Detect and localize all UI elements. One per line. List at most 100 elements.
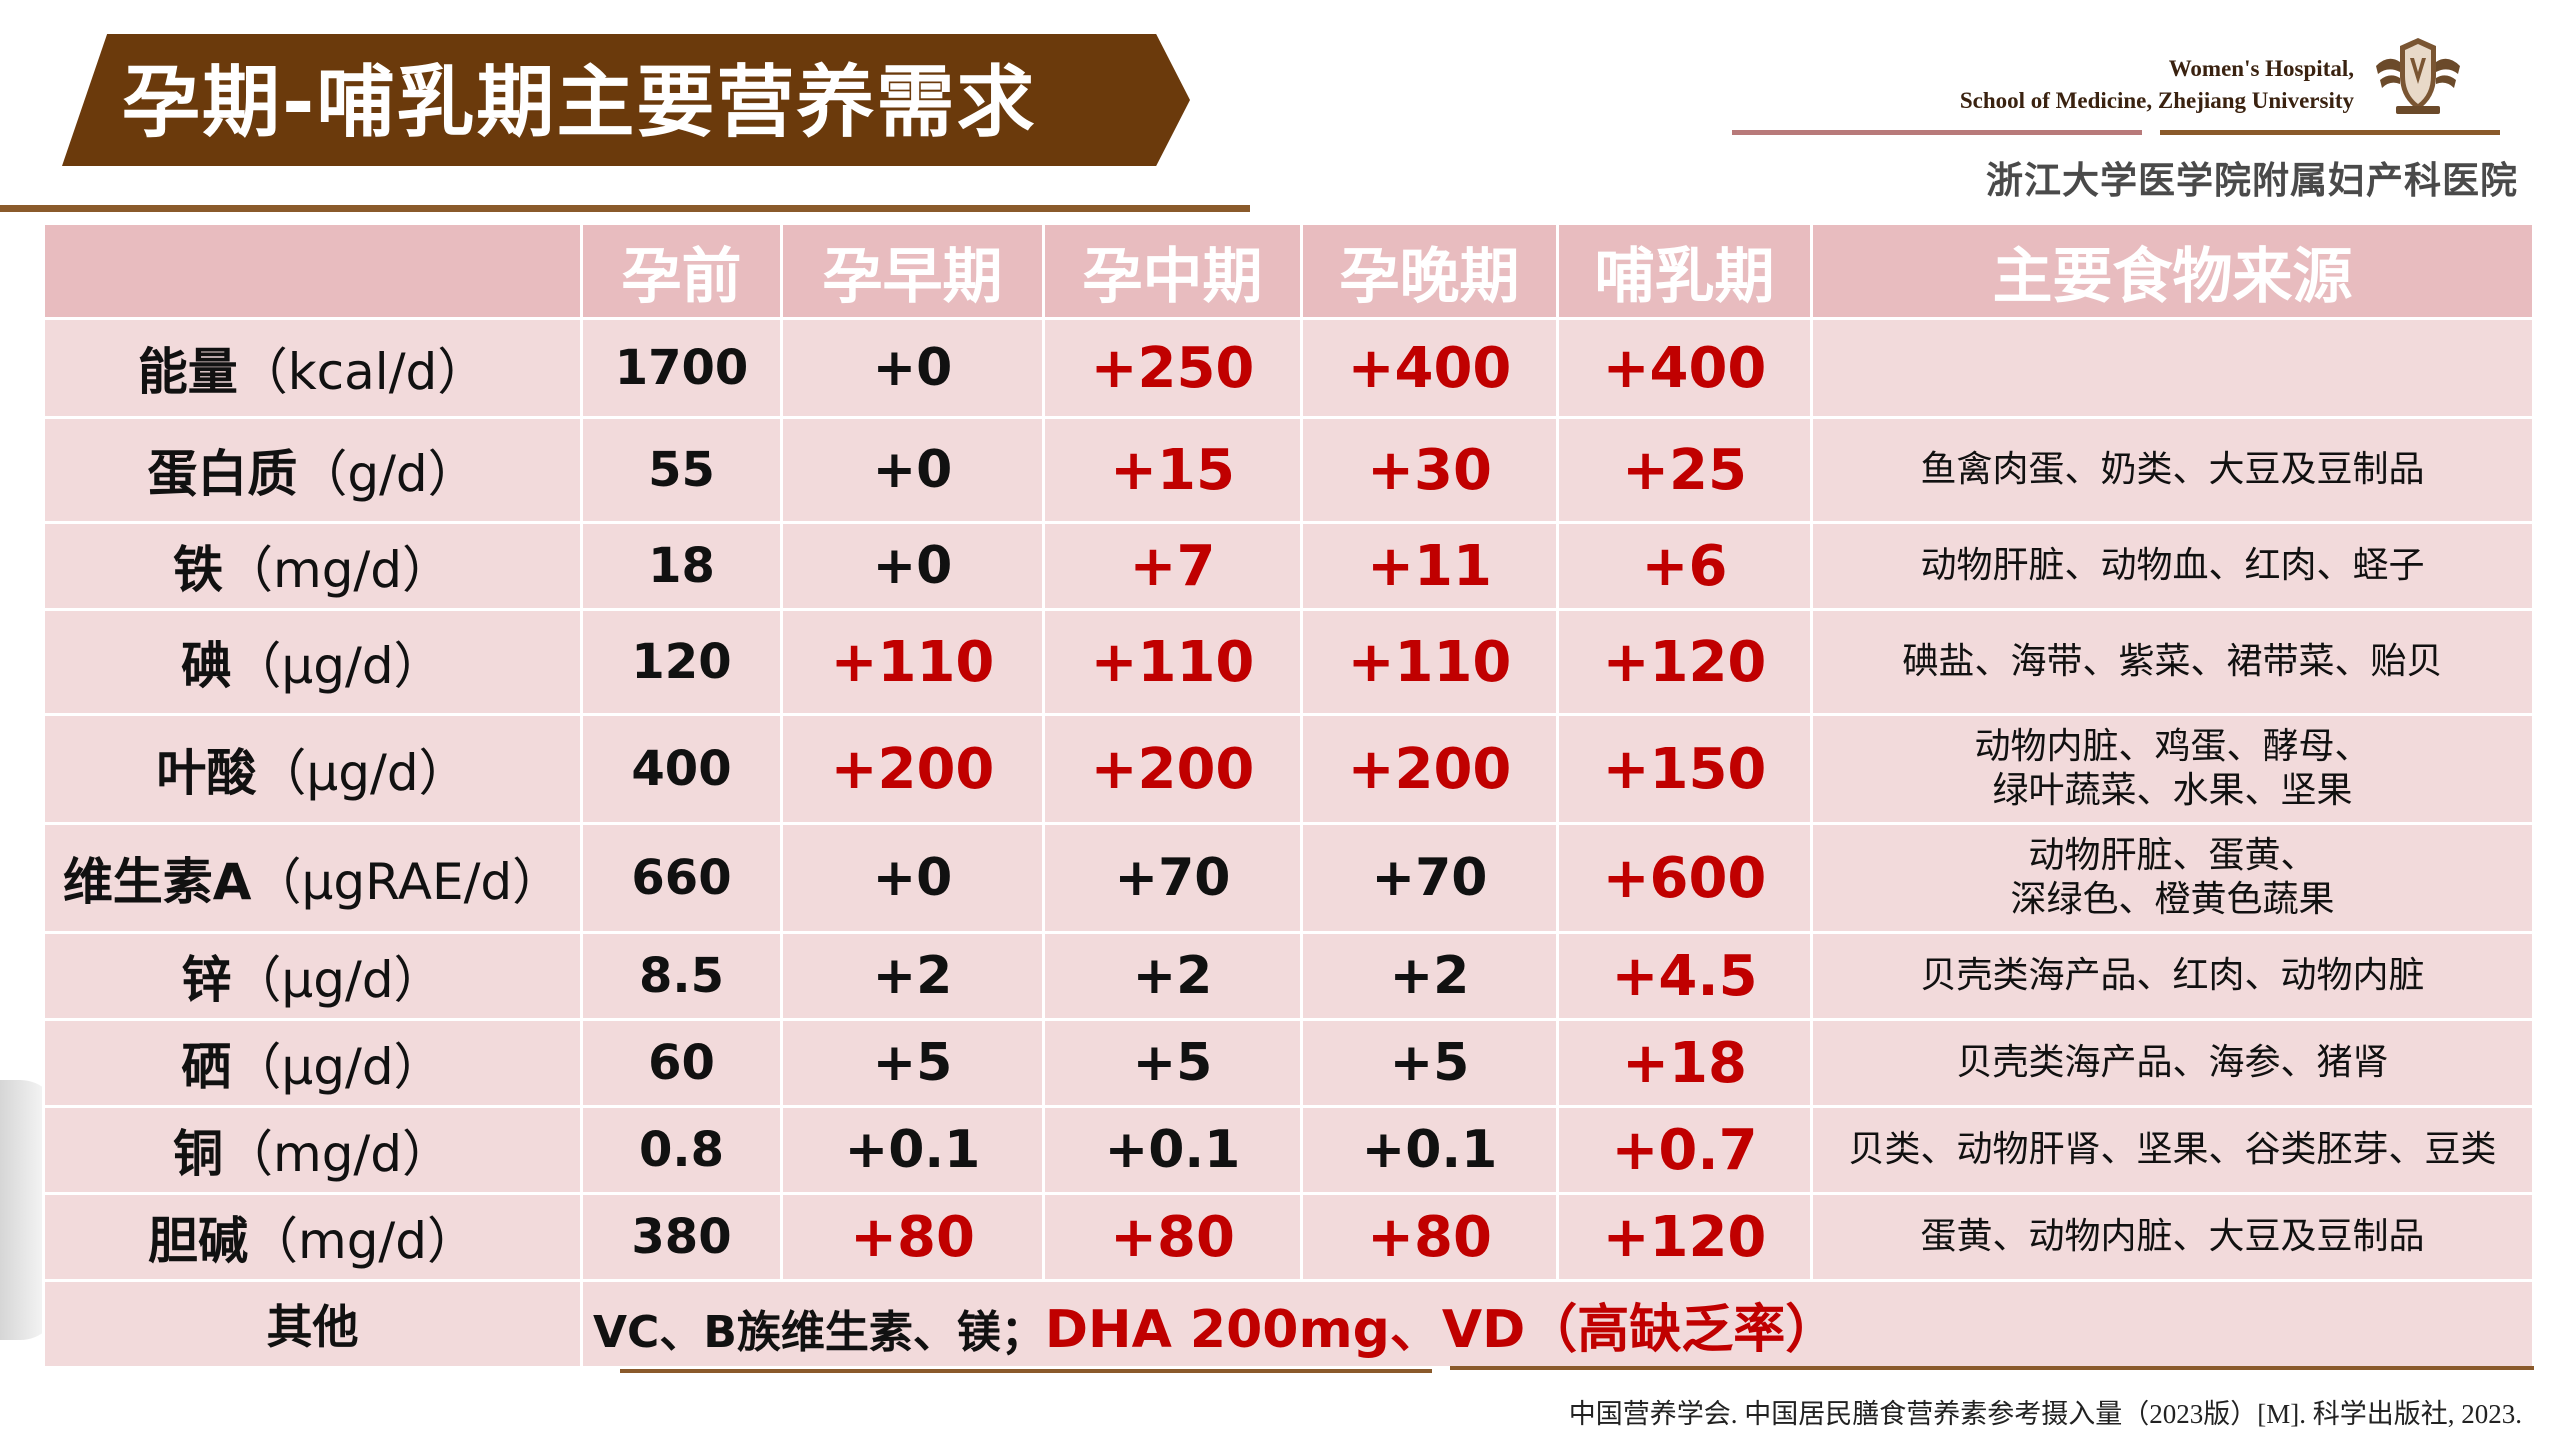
value-late: +0.1 bbox=[1300, 1105, 1559, 1195]
value-lactation: +600 bbox=[1556, 822, 1813, 934]
value-mid: +15 bbox=[1042, 416, 1303, 524]
food-source: 鱼禽肉蛋、奶类、大豆及豆制品 bbox=[1810, 416, 2535, 524]
value-mid: +2 bbox=[1042, 931, 1303, 1021]
table-row: 叶酸（μg/d） 400 +200 +200 +200 +150 动物内脏、鸡蛋… bbox=[42, 713, 2535, 825]
table-row: 能量（kcal/d） 1700 +0 +250 +400 +400 bbox=[42, 317, 2535, 419]
hospital-logo-icon bbox=[2376, 38, 2460, 114]
value-pre: 660 bbox=[580, 822, 783, 934]
value-early: +0 bbox=[780, 822, 1045, 934]
nutrient-name: 碘（μg/d） bbox=[42, 608, 583, 716]
value-late: +30 bbox=[1300, 416, 1559, 524]
value-late: +80 bbox=[1300, 1192, 1559, 1282]
nutrient-name: 维生素A（μgRAE/d） bbox=[42, 822, 583, 934]
value-late: +5 bbox=[1300, 1018, 1559, 1108]
value-early: +0 bbox=[780, 317, 1045, 419]
food-source: 碘盐、海带、紫菜、裙带菜、贻贝 bbox=[1810, 608, 2535, 716]
nutrient-name: 能量（kcal/d） bbox=[42, 317, 583, 419]
value-pre: 18 bbox=[580, 521, 783, 611]
hospital-name-cn: 浙江大学医学院附属妇产科医院 bbox=[1986, 159, 2518, 202]
hospital-name-en-line2: School of Medicine, Zhejiang University bbox=[1959, 88, 2354, 113]
nutrient-name: 叶酸（μg/d） bbox=[42, 713, 583, 825]
value-late: +400 bbox=[1300, 317, 1559, 419]
nutrient-name: 蛋白质（g/d） bbox=[42, 416, 583, 524]
food-source: 动物内脏、鸡蛋、酵母、 绿叶蔬菜、水果、坚果 bbox=[1810, 713, 2535, 825]
value-lactation: +150 bbox=[1556, 713, 1813, 825]
value-mid: +80 bbox=[1042, 1192, 1303, 1282]
header-cell-mid: 孕中期 bbox=[1042, 222, 1303, 320]
value-lactation: +120 bbox=[1556, 1192, 1813, 1282]
value-early: +0 bbox=[780, 416, 1045, 524]
value-lactation: +400 bbox=[1556, 317, 1813, 419]
value-pre: 0.8 bbox=[580, 1105, 783, 1195]
header-cell-prepregnancy: 孕前 bbox=[580, 222, 783, 320]
value-early: +0.1 bbox=[780, 1105, 1045, 1195]
table-row: 铁（mg/d） 18 +0 +7 +11 +6 动物肝脏、动物血、红肉、蛏子 bbox=[42, 521, 2535, 611]
food-source: 贝类、动物肝肾、坚果、谷类胚芽、豆类 bbox=[1810, 1105, 2535, 1195]
value-early: +0 bbox=[780, 521, 1045, 611]
title-underline bbox=[0, 205, 1250, 212]
other-label: 其他 bbox=[42, 1279, 583, 1369]
food-source: 贝壳类海产品、海参、猪肾 bbox=[1810, 1018, 2535, 1108]
value-lactation: +4.5 bbox=[1556, 931, 1813, 1021]
bottom-rule-right bbox=[1450, 1366, 2534, 1370]
value-late: +70 bbox=[1300, 822, 1559, 934]
value-pre: 55 bbox=[580, 416, 783, 524]
title-banner bbox=[62, 34, 1190, 166]
value-mid: +7 bbox=[1042, 521, 1303, 611]
food-source: 动物肝脏、蛋黄、 深绿色、橙黄色蔬果 bbox=[1810, 822, 2535, 934]
value-lactation: +18 bbox=[1556, 1018, 1813, 1108]
header-cell-blank bbox=[42, 222, 583, 320]
bottom-rule-left bbox=[620, 1369, 1432, 1373]
value-early: +2 bbox=[780, 931, 1045, 1021]
food-source bbox=[1810, 317, 2535, 419]
value-mid: +110 bbox=[1042, 608, 1303, 716]
food-source: 贝壳类海产品、红肉、动物内脏 bbox=[1810, 931, 2535, 1021]
value-pre: 1700 bbox=[580, 317, 783, 419]
nutrient-name: 硒（μg/d） bbox=[42, 1018, 583, 1108]
value-mid: +70 bbox=[1042, 822, 1303, 934]
value-pre: 380 bbox=[580, 1192, 783, 1282]
other-value: VC、B族维生素、镁；DHA 200mg、VD（高缺乏率） bbox=[580, 1279, 2535, 1369]
table-row-other: 其他 VC、B族维生素、镁；DHA 200mg、VD（高缺乏率） bbox=[42, 1279, 2535, 1369]
table-row: 维生素A（μgRAE/d） 660 +0 +70 +70 +600 动物肝脏、蛋… bbox=[42, 822, 2535, 934]
table-row: 锌（μg/d） 8.5 +2 +2 +2 +4.5 贝壳类海产品、红肉、动物内脏 bbox=[42, 931, 2535, 1021]
value-lactation: +0.7 bbox=[1556, 1105, 1813, 1195]
table-header-row: 孕前 孕早期 孕中期 孕晚期 哺乳期 主要食物来源 bbox=[42, 222, 2535, 320]
table-row: 胆碱（mg/d） 380 +80 +80 +80 +120 蛋黄、动物内脏、大豆… bbox=[42, 1192, 2535, 1282]
header-cell-lactation: 哺乳期 bbox=[1556, 222, 1813, 320]
value-pre: 60 bbox=[580, 1018, 783, 1108]
nutrient-name: 锌（μg/d） bbox=[42, 931, 583, 1021]
table-row: 碘（μg/d） 120 +110 +110 +110 +120 碘盐、海带、紫菜… bbox=[42, 608, 2535, 716]
value-early: +5 bbox=[780, 1018, 1045, 1108]
citation: 中国营养学会. 中国居民膳食营养素参考摄入量（2023版）[M]. 科学出版社,… bbox=[1568, 1399, 2522, 1429]
nutrition-table: 孕前 孕早期 孕中期 孕晚期 哺乳期 主要食物来源 能量（kcal/d） 170… bbox=[42, 222, 2535, 1369]
value-pre: 120 bbox=[580, 608, 783, 716]
header-cell-food-source: 主要食物来源 bbox=[1810, 222, 2535, 320]
value-mid: +200 bbox=[1042, 713, 1303, 825]
value-late: +110 bbox=[1300, 608, 1559, 716]
page-title: 孕期-哺乳期主要营养需求 bbox=[122, 58, 1037, 148]
header-rule-pink bbox=[1732, 130, 2142, 135]
value-late: +11 bbox=[1300, 521, 1559, 611]
nutrient-name: 铜（mg/d） bbox=[42, 1105, 583, 1195]
value-early: +200 bbox=[780, 713, 1045, 825]
value-late: +2 bbox=[1300, 931, 1559, 1021]
value-lactation: +25 bbox=[1556, 416, 1813, 524]
header-rule-brown bbox=[2160, 130, 2500, 135]
value-mid: +0.1 bbox=[1042, 1105, 1303, 1195]
header-cell-early: 孕早期 bbox=[780, 222, 1045, 320]
food-source: 蛋黄、动物内脏、大豆及豆制品 bbox=[1810, 1192, 2535, 1282]
value-late: +200 bbox=[1300, 713, 1559, 825]
value-mid: +250 bbox=[1042, 317, 1303, 419]
table-row: 蛋白质（g/d） 55 +0 +15 +30 +25 鱼禽肉蛋、奶类、大豆及豆制… bbox=[42, 416, 2535, 524]
nutrient-name: 胆碱（mg/d） bbox=[42, 1192, 583, 1282]
nutrient-name: 铁（mg/d） bbox=[42, 521, 583, 611]
value-early: +110 bbox=[780, 608, 1045, 716]
value-pre: 400 bbox=[580, 713, 783, 825]
value-lactation: +120 bbox=[1556, 608, 1813, 716]
value-pre: 8.5 bbox=[580, 931, 783, 1021]
header-cell-late: 孕晚期 bbox=[1300, 222, 1559, 320]
value-lactation: +6 bbox=[1556, 521, 1813, 611]
hospital-name-en-line1: Women's Hospital, bbox=[2168, 56, 2354, 81]
table-row: 铜（mg/d） 0.8 +0.1 +0.1 +0.1 +0.7 贝类、动物肝肾、… bbox=[42, 1105, 2535, 1195]
